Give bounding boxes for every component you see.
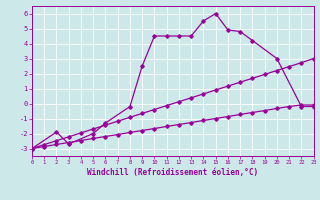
X-axis label: Windchill (Refroidissement éolien,°C): Windchill (Refroidissement éolien,°C) [87,168,258,177]
